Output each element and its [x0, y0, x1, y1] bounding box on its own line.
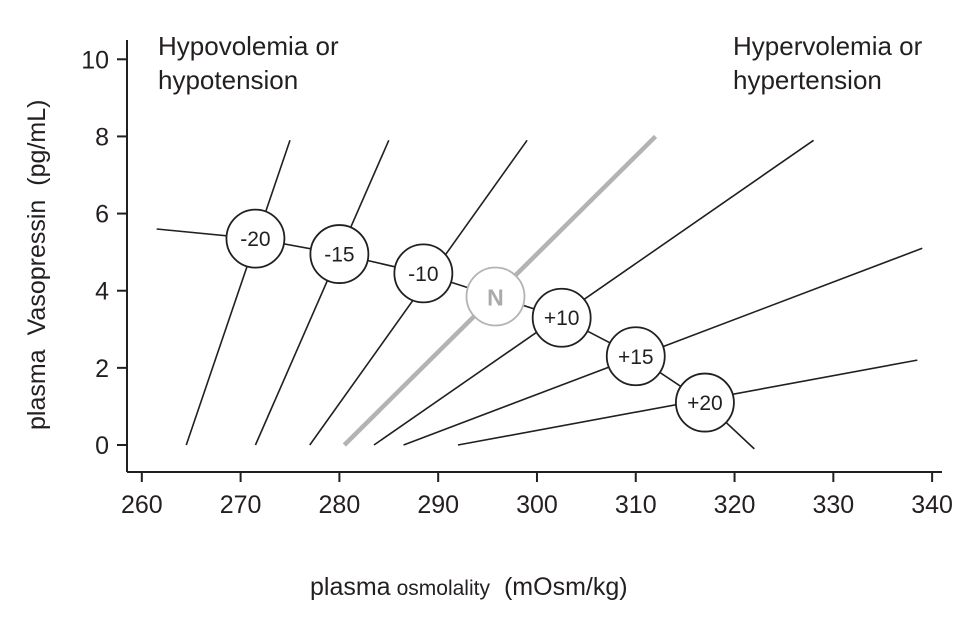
x-axis-title-part-2: osmolality: [397, 577, 491, 600]
volume-markers: -20 -15 -10 N +10 +15 +20: [225, 208, 735, 433]
annotation-left-line-2: hypotension: [158, 65, 298, 95]
marker-label: N: [487, 285, 504, 311]
x-tick-label: 270: [220, 491, 262, 519]
series-line-minus15: [254, 139, 390, 446]
axes: [126, 40, 942, 473]
x-tick-label: 280: [319, 491, 361, 519]
marker-circle: [465, 266, 526, 327]
marker-circle: [309, 224, 370, 284]
volume-marker: +20: [675, 372, 735, 433]
series-line-plus10: [373, 139, 815, 446]
series-line-minus20: [185, 140, 291, 446]
x-axis-title-part-1: plasma: [310, 573, 391, 601]
x-tick-label: 300: [516, 491, 558, 519]
marker-circle: [225, 208, 286, 269]
volume-marker: N: [465, 266, 526, 327]
marker-circle: [531, 287, 592, 348]
ticks: 260 270 280 290 300 310 320 330 340 0 2 4 6 8 10: [81, 46, 953, 519]
marker-circle: [393, 243, 454, 304]
y-axis-title-part-1: plasma: [23, 349, 51, 430]
marker-label: +15: [618, 346, 654, 369]
marker-label: +10: [544, 307, 580, 330]
y-tick-label: 10: [81, 46, 109, 74]
volume-marker: +15: [605, 326, 666, 387]
annotation-right-line-2: hypertension: [733, 65, 882, 95]
x-tick-label: 310: [615, 491, 657, 519]
x-tick-label: 340: [911, 491, 953, 519]
y-axis-title-part-3: (pg/mL): [23, 100, 51, 186]
x-axis-title-part-3: (mOsm/kg): [504, 573, 628, 601]
marker-label: +20: [687, 392, 723, 415]
y-axis-title-part-2: Vasopressin: [23, 200, 51, 336]
marker-circle: [605, 326, 666, 387]
marker-label: -10: [408, 263, 438, 286]
annotation-right-line-1: Hypervolemia or: [733, 31, 923, 61]
y-tick-label: 0: [95, 432, 109, 460]
volume-marker: +10: [531, 287, 592, 348]
x-tick-label: 330: [812, 491, 854, 519]
volume-marker: -15: [309, 224, 370, 284]
x-tick-label: 320: [714, 491, 756, 519]
y-tick-label: 8: [95, 123, 109, 151]
x-tick-label: 290: [417, 491, 459, 519]
y-axis-title: plasma Vasopressin (pg/mL): [23, 100, 51, 430]
marker-circle: [675, 372, 735, 433]
x-tick-label: 260: [121, 491, 163, 519]
volume-marker: -10: [393, 243, 454, 304]
x-axis-title: plasma osmolality (mOsm/kg): [310, 573, 628, 601]
annotation-left-line-1: Hypovolemia or: [158, 31, 339, 61]
volume-marker: -20: [225, 208, 286, 269]
y-tick-label: 6: [95, 201, 109, 229]
marker-label: -15: [324, 244, 354, 267]
y-tick-label: 2: [95, 355, 109, 383]
marker-label: -20: [240, 228, 270, 251]
y-tick-label: 4: [95, 278, 109, 306]
